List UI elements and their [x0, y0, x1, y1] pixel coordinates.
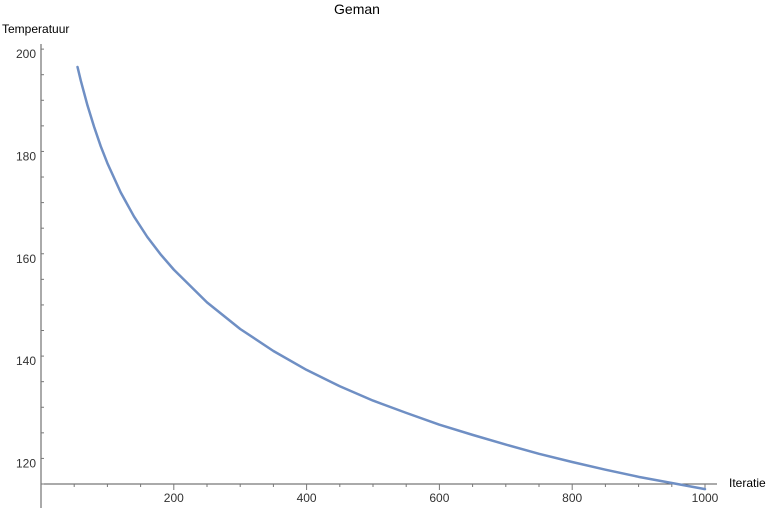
- series-layer: [76, 65, 707, 491]
- chart-title: Geman: [334, 1, 380, 17]
- y-tick-label: 200: [16, 47, 36, 61]
- y-tick-label: 180: [16, 150, 36, 164]
- x-tick-label: 400: [297, 491, 317, 505]
- x-ticks: 200 400 600 800 1000: [73, 484, 719, 505]
- y-tick-label: 140: [16, 354, 36, 368]
- series-line: [76, 65, 707, 491]
- y-tick-label: 160: [16, 252, 36, 266]
- x-tick-label: 800: [562, 491, 582, 505]
- y-tick-label: 120: [16, 457, 36, 471]
- x-axis-label: Iteratie: [729, 476, 766, 490]
- x-tick-label: 1000: [692, 491, 719, 505]
- x-tick-label: 600: [429, 491, 449, 505]
- x-tick-label: 200: [164, 491, 184, 505]
- y-ticks: 120 140 160 180 200: [16, 47, 44, 485]
- y-axis-label: Temperatuur: [2, 22, 69, 36]
